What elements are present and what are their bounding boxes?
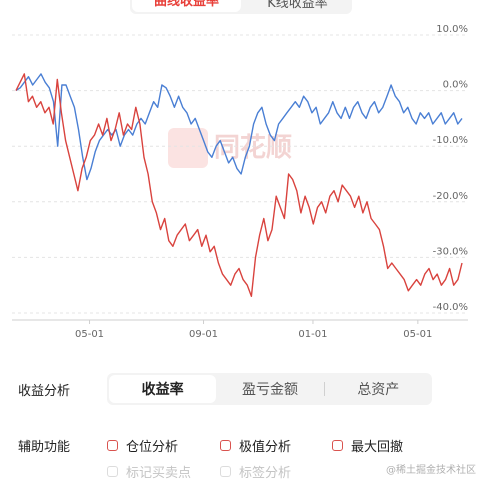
chart-mode-tabs: 曲线收益率 K线收益率 [130,0,352,14]
blue-series-line [15,73,463,181]
tag-analysis-checkbox[interactable]: 标签分析 [220,462,291,481]
tab-curve-return[interactable]: 曲线收益率 [132,0,241,12]
option-total-assets[interactable]: 总资产 [357,382,400,398]
red-series-line [15,73,463,297]
checkbox-icon [107,440,118,451]
x-tick-label: 01-01 [298,329,327,340]
y-tick-label: 0.0% [443,80,468,91]
position-analysis-label: 仓位分析 [126,440,179,455]
watermark-text: 同花顺 [214,133,292,163]
option-return-rate[interactable]: 收益率 [109,375,217,403]
aux-label: 辅助功能 [18,440,71,455]
y-tick-label: -10.0% [433,135,468,146]
extreme-analysis-checkbox[interactable]: 极值分析 [220,436,291,455]
y-tick-label: -40.0% [433,302,468,313]
site-watermark: @稀土掘金技术社区 [386,465,476,476]
tab-kline-return[interactable]: K线收益率 [267,0,328,11]
x-tick-label: 05-01 [75,329,104,340]
option-profit-loss[interactable]: 盈亏金额 [241,382,298,398]
analysis-segmented-control: 收益率 盈亏金额 总资产 [107,373,432,405]
checkbox-icon [107,466,118,477]
checkbox-icon [220,466,231,477]
segment-divider [323,382,325,396]
extreme-analysis-label: 极值分析 [239,440,292,455]
analysis-label: 收益分析 [18,384,71,399]
max-drawdown-checkbox[interactable]: 最大回撤 [332,436,403,455]
y-tick-label: -30.0% [433,246,468,257]
x-tick-label: 09-01 [189,329,218,340]
x-tick-label: 05-01 [403,329,432,340]
y-tick-label: -20.0% [433,191,468,202]
mark-trade-points-label: 标记买卖点 [126,466,192,481]
return-chart: 同花顺 10.0% 0.0% -10.0% -20.0% -30.0% -40.0% 05-0… [12,24,468,340]
tag-analysis-label: 标签分析 [239,466,292,481]
max-drawdown-label: 最大回撤 [351,440,404,455]
watermark-logo-icon [168,128,208,168]
position-analysis-checkbox[interactable]: 仓位分析 [107,436,178,455]
checkbox-icon [332,440,343,451]
checkbox-icon [220,440,231,451]
mark-trade-points-checkbox[interactable]: 标记买卖点 [107,462,191,481]
y-tick-label: 10.0% [436,24,468,35]
